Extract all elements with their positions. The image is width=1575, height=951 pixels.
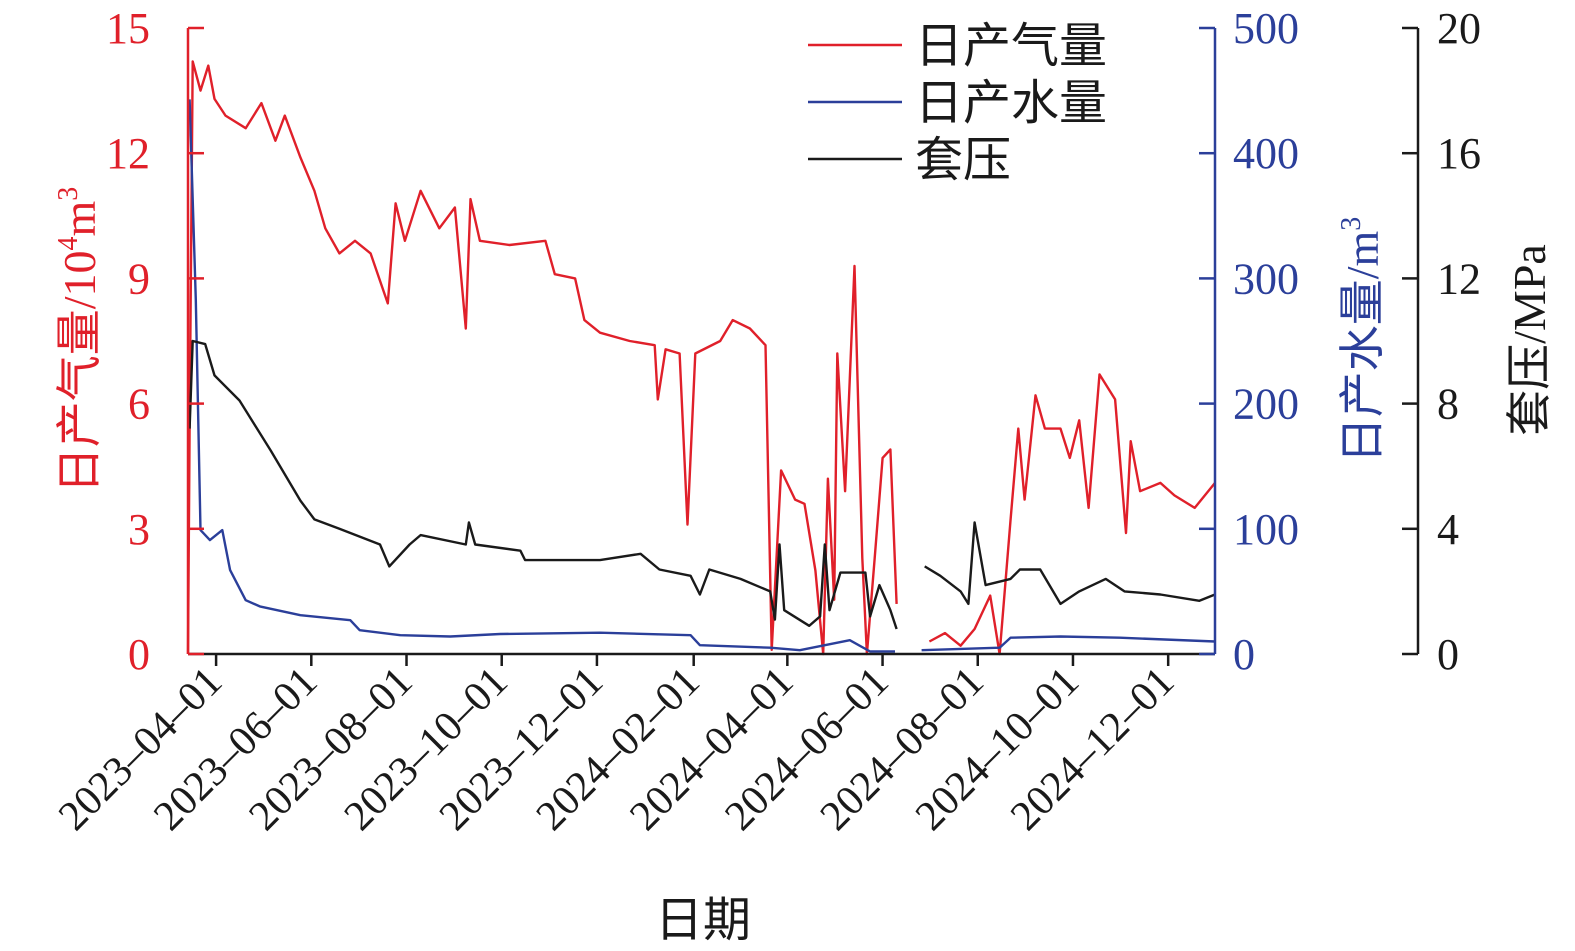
pressure-axis-title: 套压/MPa [1504,244,1555,436]
gas-tick-label: 0 [128,630,150,679]
pressure-tick-label: 20 [1437,4,1481,53]
gas-tick-label: 3 [128,505,150,554]
water-axis-title: 日产水量/m3 [1336,217,1388,464]
gas-tick-label: 15 [106,4,150,53]
series-layer [186,60,1216,656]
pressure-tick-label: 12 [1437,254,1481,303]
pressure-tick-label: 16 [1437,129,1481,178]
x-axis-title: 日期 [655,894,751,947]
gas-axis-title: 日产气量/104m3 [53,187,105,494]
water-tick-label: 500 [1233,4,1299,53]
series-line-water [188,99,1216,653]
series-line-pressure [188,339,1216,630]
gas-tick-label: 12 [106,129,150,178]
water-tick-label: 300 [1233,254,1299,303]
pressure-tick-label: 0 [1437,630,1459,679]
gas-tick-label: 9 [128,254,150,303]
water-tick-label: 400 [1233,129,1299,178]
legend-label: 套压 [915,134,1011,187]
water-tick-label: 0 [1233,630,1255,679]
legend-label: 日产气量 [915,20,1107,73]
series-line-gas [186,60,1216,656]
axes-layer: 2023–04–012023–06–012023–08–012023–10–01… [50,4,1555,840]
gas-tick-label: 6 [128,380,150,429]
water-tick-label: 200 [1233,380,1299,429]
legend-label: 日产水量 [915,77,1107,130]
water-tick-label: 100 [1233,505,1299,554]
pressure-tick-label: 4 [1437,505,1459,554]
pressure-tick-label: 8 [1437,380,1459,429]
